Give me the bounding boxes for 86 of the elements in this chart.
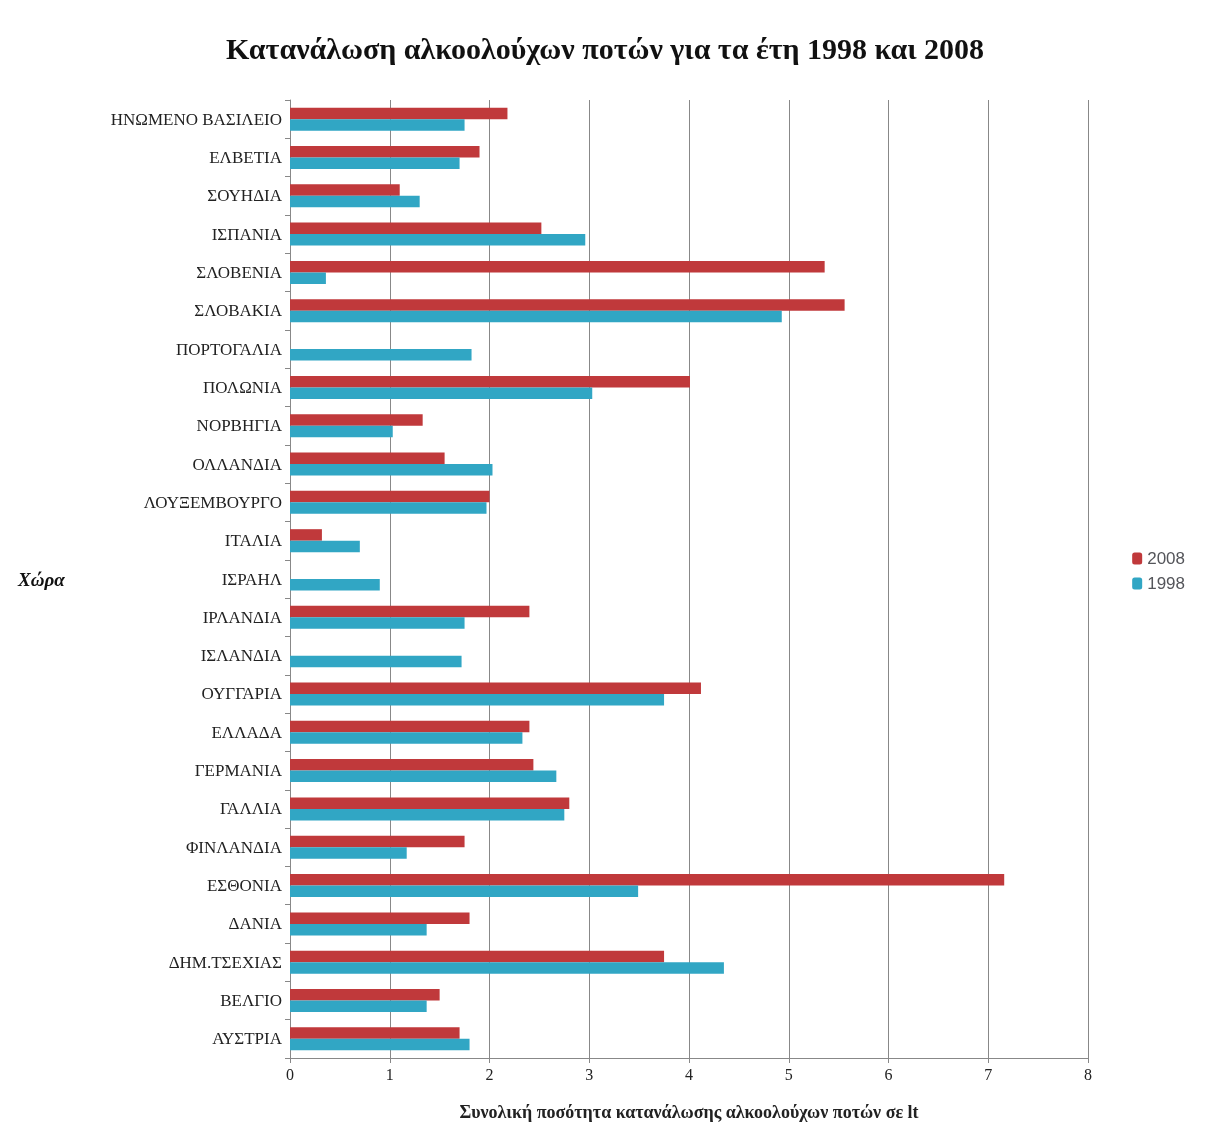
- bar: [290, 605, 530, 618]
- bar: [290, 682, 701, 694]
- bar: [290, 184, 400, 196]
- y-tick-label: ΙΤΑΛΙΑ: [224, 531, 283, 551]
- bar: [290, 464, 493, 476]
- y-tick-label: ΙΣΛΑΝΔΙΑ: [200, 646, 283, 666]
- y-tick-label: ΠΟΛΩΝΙΑ: [203, 377, 283, 397]
- bar: [290, 490, 490, 503]
- bar: [290, 732, 523, 744]
- y-tick-label: ΙΣΠΑΝΙΑ: [211, 224, 283, 244]
- y-tick-label: ΠΟΡΤΟΓΑΛΙΑ: [175, 339, 283, 359]
- bar: [290, 414, 423, 426]
- bar: [290, 260, 825, 273]
- bar: [290, 808, 565, 821]
- bar: [290, 502, 487, 514]
- bar: [290, 579, 380, 591]
- bar: [290, 693, 665, 706]
- y-tick-label: ΕΣΘΟΝΙΑ: [206, 876, 283, 896]
- bar: [290, 885, 639, 898]
- y-tick-label: ΦΙΝΛΑΝΔΙΑ: [185, 837, 283, 857]
- y-tick-label: ΔΗΜ.ΤΣΕΧΙΑΣ: [168, 952, 283, 972]
- bar: [290, 655, 462, 668]
- legend-label: 1998: [1147, 574, 1186, 593]
- y-tick-label: ΓΕΡΜΑΝΙΑ: [194, 761, 283, 781]
- bar: [290, 1038, 470, 1051]
- y-tick-label: ΟΥΓΓΑΡΙΑ: [201, 684, 283, 704]
- legend-label: 2008: [1147, 549, 1186, 568]
- bar: [290, 950, 665, 963]
- bar: [290, 759, 534, 771]
- y-tick-label: ΟΛΛΑΝΔΙΑ: [192, 454, 283, 474]
- y-tick-label: ΣΛΟΒΕΝΙΑ: [196, 262, 283, 282]
- y-tick-label: ΓΑΛΛΙΑ: [219, 799, 283, 819]
- y-tick-label: ΣΟΥΗΔΙΑ: [207, 186, 283, 206]
- x-tick-label: 3: [585, 1065, 594, 1083]
- bar: [290, 222, 542, 235]
- bar: [290, 529, 322, 541]
- chart-title: Κατανάλωση αλκοολούχων ποτών για τα έτη 1998 και 2008: [226, 31, 984, 65]
- y-tick-label: ΗΝΩΜΕΝΟ ΒΑΣΙΛΕΙΟ: [110, 109, 282, 129]
- bar: [290, 962, 724, 974]
- bar: [290, 119, 465, 131]
- bar: [290, 540, 360, 553]
- x-tick-label: 6: [884, 1065, 893, 1083]
- x-tick-label: 7: [984, 1065, 993, 1083]
- y-tick-label: ΙΡΛΑΝΔΙΑ: [202, 607, 283, 627]
- y-tick-label: ΔΑΝΙΑ: [228, 914, 283, 934]
- x-tick-label: 5: [784, 1065, 793, 1083]
- bar: [290, 157, 460, 169]
- bar: [290, 912, 470, 924]
- bar: [290, 452, 445, 465]
- bar: [290, 617, 465, 629]
- bar: [290, 1027, 460, 1039]
- bar: [290, 835, 465, 848]
- bar: [290, 770, 557, 783]
- bar: [290, 847, 407, 859]
- bar: [290, 349, 472, 361]
- y-tick-label: ΛΟΥΞΕΜΒΟΥΡΓΟ: [143, 492, 282, 512]
- y-tick-label: ΑΥΣΤΡΙΑ: [212, 1029, 283, 1049]
- bar: [290, 923, 427, 936]
- bar: [290, 425, 393, 438]
- bar: [290, 299, 845, 311]
- y-tick-label: ΝΟΡΒΗΓΙΑ: [196, 416, 283, 436]
- bar: [290, 375, 690, 388]
- bar: [290, 272, 326, 284]
- bar: [290, 310, 782, 323]
- bar: [290, 797, 570, 809]
- x-tick-label: 1: [385, 1065, 394, 1083]
- bar: [290, 107, 508, 120]
- y-tick-label: ΕΛΒΕΤΙΑ: [209, 147, 283, 167]
- bar: [290, 234, 586, 246]
- x-axis-title: Συνολική ποσότητα κατανάλωσης αλκοολούχων ποτών σε lt: [459, 1102, 919, 1122]
- y-axis-title: Χώρα: [17, 569, 66, 590]
- bar: [290, 989, 440, 1001]
- y-tick-label: ΕΛΛΑΔΑ: [211, 722, 283, 742]
- x-tick-label: 0: [286, 1065, 294, 1083]
- x-tick-label: 4: [685, 1065, 693, 1083]
- bar: [290, 195, 420, 208]
- bar: [290, 720, 530, 733]
- bar: [290, 1000, 427, 1013]
- x-tick-label: 8: [1084, 1065, 1092, 1083]
- y-tick-label: ΙΣΡΑΗΛ: [221, 569, 283, 589]
- x-tick-label: 2: [485, 1065, 494, 1083]
- bar: [290, 387, 593, 399]
- bar: [290, 145, 480, 158]
- y-tick-label: ΣΛΟΒΑΚΙΑ: [194, 301, 283, 321]
- y-tick-label: ΒΕΛΓΙΟ: [220, 991, 282, 1011]
- bar: [290, 874, 1005, 886]
